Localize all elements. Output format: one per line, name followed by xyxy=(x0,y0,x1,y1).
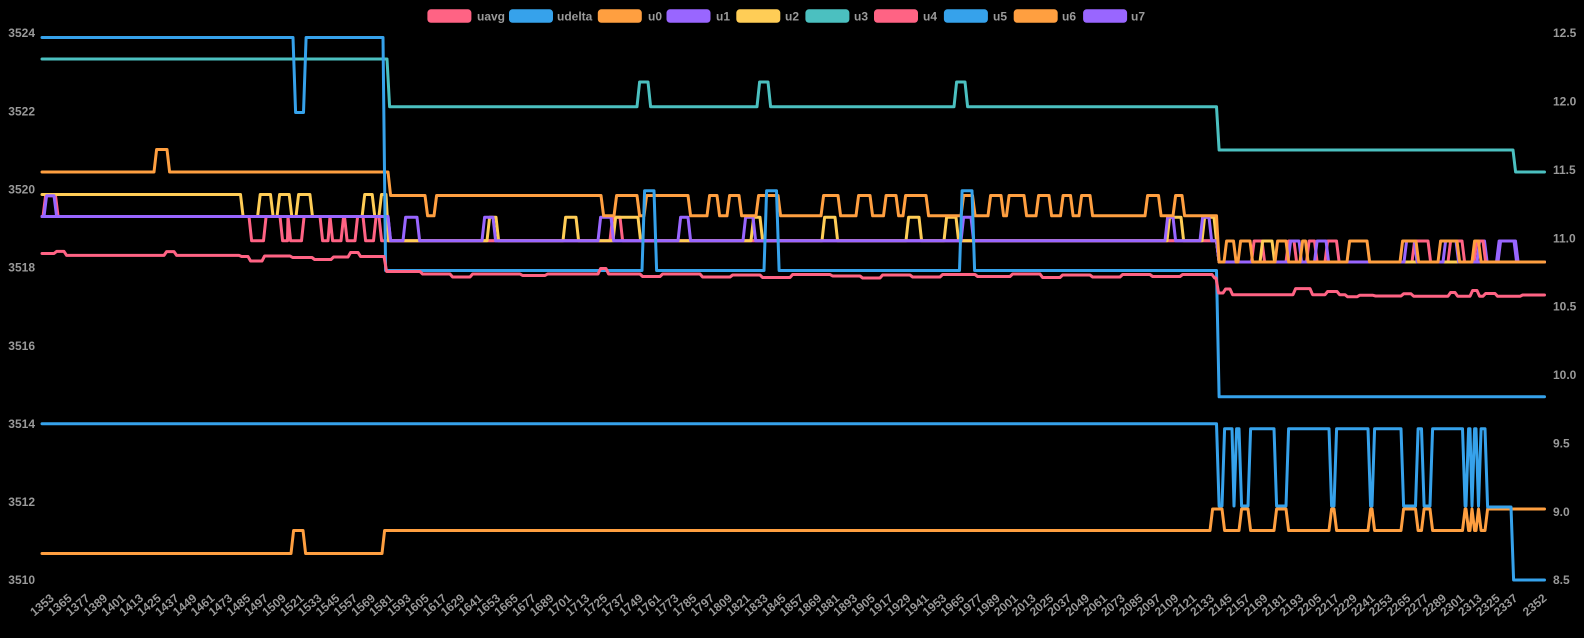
svg-text:10.0: 10.0 xyxy=(1553,368,1577,382)
svg-text:u7: u7 xyxy=(1131,10,1145,24)
svg-text:udelta: udelta xyxy=(557,10,593,24)
svg-text:u0: u0 xyxy=(648,10,662,24)
svg-text:9.5: 9.5 xyxy=(1553,436,1570,450)
svg-text:3524: 3524 xyxy=(8,26,35,40)
svg-text:12.5: 12.5 xyxy=(1553,26,1577,40)
svg-text:3510: 3510 xyxy=(8,573,35,587)
svg-text:u4: u4 xyxy=(923,10,937,24)
svg-text:12.0: 12.0 xyxy=(1553,95,1577,109)
svg-text:11.0: 11.0 xyxy=(1553,231,1576,245)
svg-text:3516: 3516 xyxy=(8,339,35,353)
svg-text:9.0: 9.0 xyxy=(1553,505,1570,519)
svg-text:uavg: uavg xyxy=(477,10,505,24)
svg-text:u1: u1 xyxy=(716,10,730,24)
svg-text:u5: u5 xyxy=(993,10,1007,24)
svg-text:u6: u6 xyxy=(1062,10,1076,24)
svg-text:3512: 3512 xyxy=(8,495,35,509)
svg-text:3514: 3514 xyxy=(8,417,35,431)
svg-text:8.5: 8.5 xyxy=(1553,573,1570,587)
svg-text:3520: 3520 xyxy=(8,183,35,197)
svg-text:u3: u3 xyxy=(854,10,868,24)
svg-text:3522: 3522 xyxy=(8,104,35,118)
svg-text:3518: 3518 xyxy=(8,261,35,275)
svg-text:u2: u2 xyxy=(785,10,799,24)
svg-text:11.5: 11.5 xyxy=(1553,163,1576,177)
svg-text:10.5: 10.5 xyxy=(1553,300,1577,314)
